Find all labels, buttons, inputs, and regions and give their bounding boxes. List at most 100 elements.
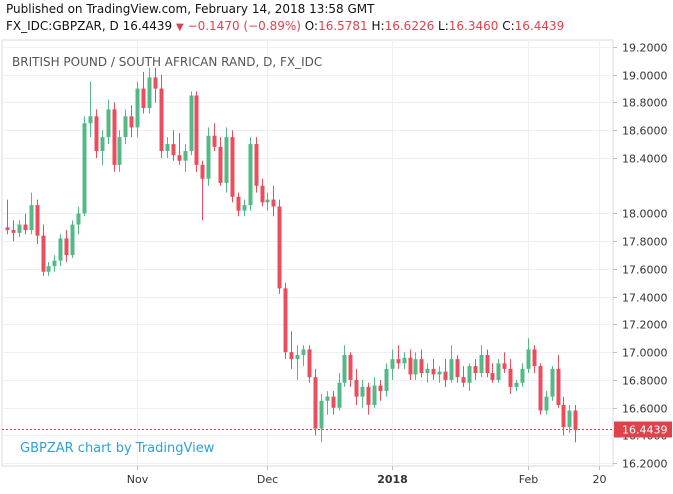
y-tick-label: 17.2000: [622, 319, 668, 332]
candle-body: [514, 382, 519, 387]
candle-body: [82, 123, 87, 214]
candle-body: [224, 137, 229, 183]
candle-body: [301, 349, 306, 355]
candle-body: [165, 144, 170, 152]
candle-body: [58, 238, 63, 261]
candle-body: [485, 354, 490, 374]
candle-body: [372, 385, 377, 405]
x-tick-label: Dec: [257, 473, 278, 486]
candle-body: [248, 144, 253, 206]
candle-body: [206, 135, 211, 179]
candle-body: [35, 205, 40, 236]
open-value: 16.5781: [318, 19, 368, 33]
candle-body: [331, 396, 336, 408]
x-tick-label: Nov: [127, 473, 149, 486]
candle-body: [183, 151, 188, 161]
candle-body: [556, 368, 561, 405]
candle-body: [532, 349, 537, 367]
plot-frame: [1, 39, 614, 467]
chart-title: BRITISH POUND / SOUTH AFRICAN RAND, D, F…: [12, 55, 322, 69]
y-tick-label: 18.4000: [622, 153, 668, 166]
candle-body: [342, 354, 347, 383]
open-label: O:: [304, 19, 319, 33]
candle-body: [396, 359, 401, 364]
candle-body: [443, 371, 448, 380]
y-tick-label: 16.2000: [622, 458, 668, 471]
x-tick-label: 2018: [377, 473, 408, 486]
candle-body: [425, 368, 430, 374]
candle-body: [135, 88, 140, 128]
candle-body: [313, 377, 318, 429]
y-tick-label: 16.8000: [622, 375, 668, 388]
x-tick-label: Feb: [519, 473, 538, 486]
last-price: 16.4439: [122, 19, 173, 33]
high-value: 16.6226: [384, 19, 435, 33]
price-change: −0.1470 (−0.89%): [187, 19, 301, 33]
x-tick-label: 20: [593, 473, 607, 486]
candle-body: [360, 386, 365, 397]
candle-body: [461, 377, 466, 383]
candle-body: [289, 352, 294, 360]
candle-body: [254, 144, 259, 186]
candle-body: [76, 213, 81, 225]
candle-body: [419, 359, 424, 374]
candle-body: [520, 368, 525, 383]
candle-body: [573, 410, 578, 430]
candle-body: [449, 359, 454, 380]
candle-body: [189, 95, 194, 152]
current-price-badge: [614, 421, 672, 438]
y-tick-label: 16.6000: [622, 403, 668, 416]
candle-body: [348, 354, 353, 380]
candle-body: [319, 400, 324, 429]
candle-body: [437, 371, 442, 375]
candle-body: [236, 196, 241, 211]
candle-body: [431, 368, 436, 375]
candle-body: [544, 396, 549, 411]
candle-body: [408, 357, 413, 375]
candle-body: [41, 235, 46, 272]
y-tick-label: 17.8000: [622, 236, 668, 249]
candle-body: [94, 116, 99, 152]
candle-body: [502, 363, 507, 369]
candle-body: [194, 95, 199, 165]
candle-body: [561, 404, 566, 428]
y-tick-label: 18.0000: [622, 208, 668, 221]
candle-body: [307, 349, 312, 378]
candle-body: [354, 379, 359, 397]
candle-body: [147, 77, 152, 108]
candle-body: [106, 109, 111, 138]
close-label: C:: [502, 19, 515, 33]
symbol-label[interactable]: FX_IDC:GBPZAR, D: [6, 19, 119, 33]
symbol-quote-line: FX_IDC:GBPZAR, D 16.4439 ▼ −0.1470 (−0.8…: [6, 19, 564, 33]
candle-body: [402, 357, 407, 364]
candle-body: [366, 386, 371, 405]
candle-body: [337, 382, 342, 408]
candle-body: [159, 88, 164, 152]
y-tick-label: 17.4000: [622, 292, 668, 305]
down-arrow-icon: ▼: [176, 22, 184, 33]
candle-body: [550, 368, 555, 397]
y-tick-label: 17.0000: [622, 347, 668, 360]
candle-body: [117, 137, 122, 165]
candle-body: [277, 206, 282, 289]
candle-body: [283, 288, 288, 353]
y-tick-label: 18.6000: [622, 125, 668, 138]
candle-body: [17, 224, 22, 233]
candle-body: [153, 77, 158, 89]
candle-body: [538, 366, 543, 411]
y-tick-label: 19.2000: [622, 42, 668, 55]
high-label: H:: [371, 19, 385, 33]
candle-body: [508, 368, 513, 387]
candle-body: [455, 359, 460, 378]
close-value: 16.4439: [514, 19, 565, 33]
candle-body: [212, 135, 217, 147]
candle-body: [64, 238, 69, 256]
candle-body: [230, 137, 235, 197]
candle-body: [5, 227, 10, 231]
candle-body: [479, 354, 484, 374]
candle-body: [88, 116, 93, 124]
y-tick-label: 17.6000: [622, 264, 668, 277]
candle-body: [384, 368, 389, 392]
candle-body: [70, 224, 75, 256]
